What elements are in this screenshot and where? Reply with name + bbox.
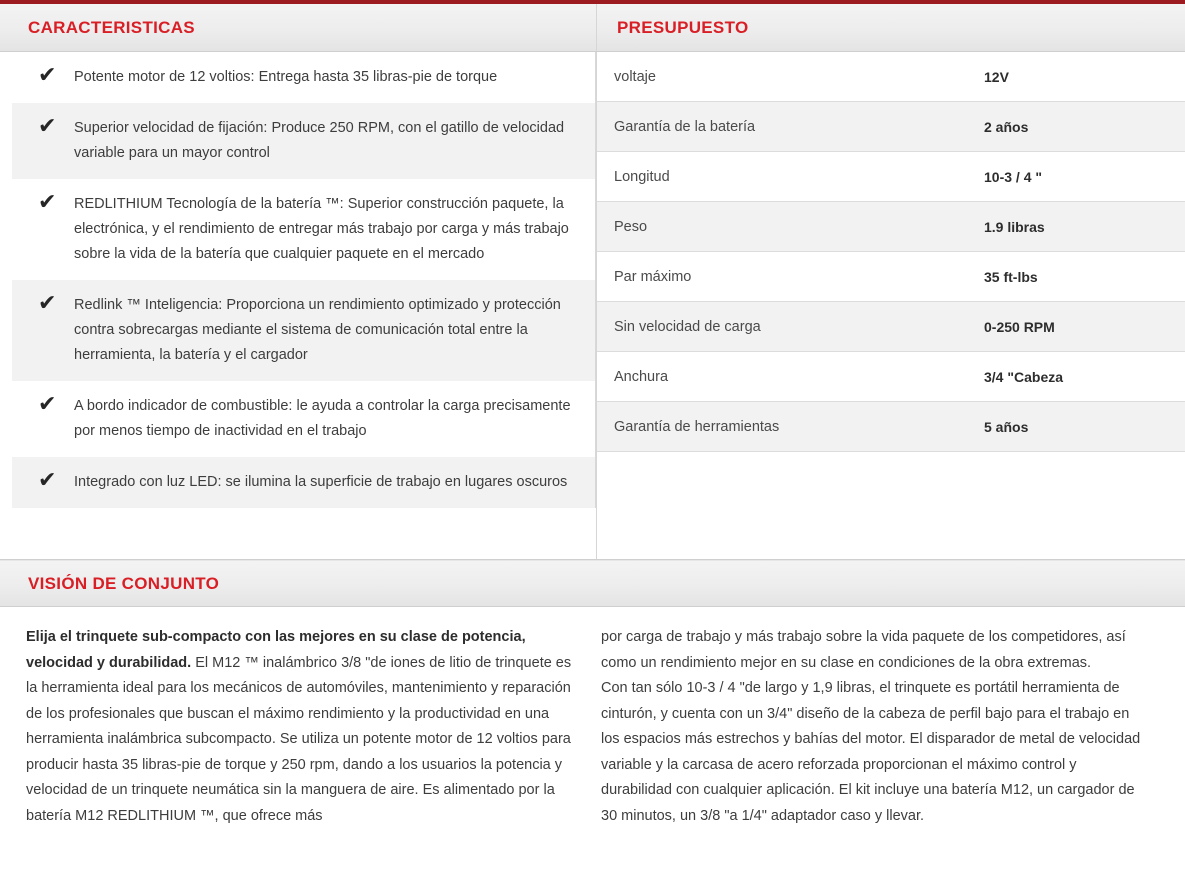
spec-label: Longitud (614, 168, 670, 185)
feature-item: ✔ REDLITHIUM Tecnología de la batería ™:… (12, 179, 596, 280)
feature-text: Superior velocidad de fijación: Produce … (74, 120, 565, 161)
feature-item: ✔ A bordo indicador de combustible: le a… (12, 381, 596, 457)
feature-text: A bordo indicador de combustible: le ayu… (74, 398, 571, 439)
spec-section-title: PRESUPUESTO (617, 17, 749, 37)
features-section-title: CARACTERISTICAS (28, 17, 195, 37)
check-icon: ✔ (38, 63, 57, 88)
table-row: Par máximo 35 ft-lbs (597, 252, 1185, 302)
features-section-header: CARACTERISTICAS (0, 4, 596, 52)
spec-value: 0-250 RPM (984, 318, 1055, 335)
overview-right-paragraph-1: por carga de trabajo y más trabajo sobre… (601, 629, 1126, 671)
feature-text: REDLITHIUM Tecnología de la batería ™: S… (74, 196, 569, 262)
spec-label: Par máximo (614, 268, 692, 285)
feature-item: ✔ Superior velocidad de fijación: Produc… (12, 103, 596, 179)
spec-label: voltaje (614, 68, 656, 85)
features-column: CARACTERISTICAS ✔ Potente motor de 12 vo… (0, 4, 596, 559)
overview-left-column: Elija el trinquete sub-compacto con las … (26, 625, 573, 829)
spec-table: voltaje 12V Garantía de la batería 2 año… (596, 52, 1185, 559)
spec-label: Peso (614, 218, 648, 235)
table-row: Garantía de herramientas 5 años (597, 402, 1185, 452)
table-row: Anchura 3/4 "Cabeza (597, 352, 1185, 402)
overview-right-paragraph-2: Con tan sólo 10-3 / 4 "de largo y 1,9 li… (601, 680, 1141, 824)
check-icon: ✔ (38, 468, 57, 493)
check-icon: ✔ (38, 114, 57, 139)
check-icon: ✔ (38, 291, 57, 316)
overview-body: Elija el trinquete sub-compacto con las … (0, 607, 1185, 829)
spec-value: 1.9 libras (984, 218, 1045, 235)
spec-value: 10-3 / 4 " (984, 168, 1043, 185)
overview-lead-text: Elija el trinquete sub-compacto con las … (26, 629, 526, 671)
check-icon: ✔ (38, 392, 57, 417)
overview-section: VISIÓN DE CONJUNTO Elija el trinquete su… (0, 559, 1185, 873)
table-row: Garantía de la batería 2 años (597, 102, 1185, 152)
overview-left-body-text: El M12 ™ inalámbrico 3/8 "de iones de li… (26, 654, 572, 824)
spec-label: Garantía de la batería (614, 118, 756, 135)
overview-section-title: VISIÓN DE CONJUNTO (28, 573, 220, 593)
spec-section-header: PRESUPUESTO (596, 4, 1185, 52)
spec-column: PRESUPUESTO voltaje 12V Garantía de la b… (596, 4, 1185, 559)
spec-value: 5 años (984, 418, 1029, 435)
table-row: Peso 1.9 libras (597, 202, 1185, 252)
spec-value: 35 ft-lbs (984, 268, 1038, 285)
overview-right-column: por carga de trabajo y más trabajo sobre… (601, 625, 1148, 829)
overview-section-header: VISIÓN DE CONJUNTO (0, 560, 1185, 607)
spec-label: Anchura (614, 368, 669, 385)
upper-two-column-region: CARACTERISTICAS ✔ Potente motor de 12 vo… (0, 4, 1185, 559)
feature-text: Integrado con luz LED: se ilumina la sup… (74, 474, 568, 490)
spec-value: 2 años (984, 118, 1029, 135)
spec-value: 12V (984, 68, 1009, 85)
feature-item: ✔ Redlink ™ Inteligencia: Proporciona un… (12, 280, 596, 381)
spec-label: Garantía de herramientas (614, 418, 780, 435)
overview-left-paragraph: Elija el trinquete sub-compacto con las … (26, 625, 573, 829)
spec-value: 3/4 "Cabeza (984, 368, 1064, 385)
table-row-empty (597, 452, 1185, 559)
features-list: ✔ Potente motor de 12 voltios: Entrega h… (0, 52, 596, 559)
table-row: Sin velocidad de carga 0-250 RPM (597, 302, 1185, 352)
feature-item: ✔ Potente motor de 12 voltios: Entrega h… (12, 52, 596, 103)
spec-label: Sin velocidad de carga (614, 318, 761, 335)
table-row: Longitud 10-3 / 4 " (597, 152, 1185, 202)
top-red-rule (0, 0, 1185, 4)
feature-text: Redlink ™ Inteligencia: Proporciona un r… (74, 297, 561, 363)
check-icon: ✔ (38, 190, 57, 215)
feature-text: Potente motor de 12 voltios: Entrega has… (74, 69, 498, 85)
table-row: voltaje 12V (597, 52, 1185, 102)
feature-item: ✔ Integrado con luz LED: se ilumina la s… (12, 457, 596, 508)
